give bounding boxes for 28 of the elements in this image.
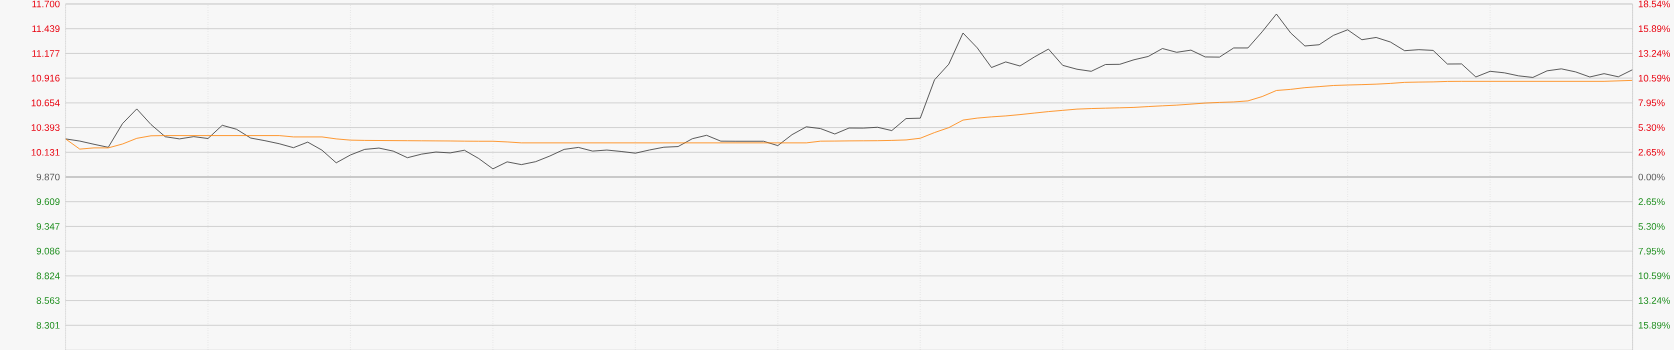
y2-tick-label: 15.89% <box>1638 25 1670 33</box>
y-tick-label: 10.916 <box>31 74 60 82</box>
y2-tick-label: 13.24% <box>1638 297 1670 304</box>
y-tick-label: 8.301 <box>36 321 60 329</box>
y-tick-label: 10.131 <box>31 148 60 156</box>
y-tick-label: 9.086 <box>36 247 60 255</box>
y2-tick-label: 7.95% <box>1638 247 1665 255</box>
y-tick-label: 9.609 <box>36 198 60 206</box>
y2-tick-label: 2.65% <box>1638 198 1665 206</box>
y-tick-label: 11.177 <box>32 50 60 57</box>
y-tick-label: 8.824 <box>36 272 60 280</box>
y2-tick-label: 10.59% <box>1638 272 1670 280</box>
y2-tick-label: 15.89% <box>1638 321 1670 329</box>
y2-tick-label: 0.00% <box>1638 173 1665 181</box>
y2-tick-label: 7.95% <box>1638 99 1665 107</box>
y-tick-label: 9.870 <box>36 173 60 181</box>
y2-tick-label: 2.65% <box>1638 148 1665 156</box>
y-tick-label: 10.654 <box>31 99 60 107</box>
y-tick-label: 11.700 <box>32 0 60 8</box>
y2-tick-label: 10.59% <box>1638 74 1670 82</box>
y-tick-label: 11.439 <box>32 25 60 33</box>
y2-tick-label: 13.24% <box>1638 50 1670 57</box>
y2-tick-label: 5.30% <box>1638 223 1665 230</box>
y-tick-label: 9.347 <box>36 223 60 230</box>
y2-tick-label: 5.30% <box>1638 124 1665 131</box>
y2-tick-label: 18.54% <box>1638 0 1670 8</box>
y-tick-label: 10.393 <box>31 124 60 131</box>
y-tick-label: 8.563 <box>36 297 60 304</box>
